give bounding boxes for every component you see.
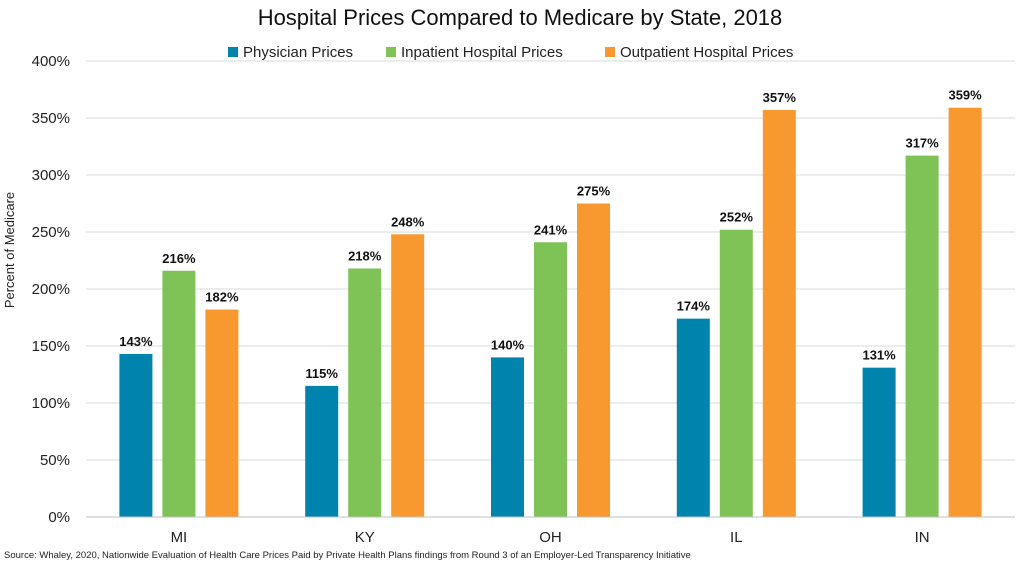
x-category-label: MI bbox=[171, 529, 188, 546]
data-label: 359% bbox=[948, 88, 982, 103]
bar-oh-physician bbox=[491, 357, 524, 517]
data-label: 357% bbox=[763, 90, 797, 105]
bar-oh-inpatient bbox=[534, 242, 567, 517]
legend: Physician Prices Inpatient Hospital Price… bbox=[228, 44, 793, 61]
y-tick-label: 50% bbox=[40, 452, 70, 469]
bar-il-outpatient bbox=[762, 110, 796, 518]
data-label: 143% bbox=[119, 334, 153, 349]
source-note: Source: Whaley, 2020, Nationwide Evaluat… bbox=[4, 550, 691, 561]
y-tick-label: 250% bbox=[32, 224, 70, 241]
bar-ky-physician bbox=[305, 385, 339, 517]
x-category-label: IL bbox=[730, 529, 743, 546]
data-label: 218% bbox=[348, 248, 382, 263]
bar-ky-outpatient bbox=[391, 234, 425, 517]
bar-mi-physician bbox=[119, 353, 153, 517]
data-label: 216% bbox=[162, 251, 196, 266]
bar-in-physician bbox=[862, 367, 896, 517]
x-axis-categories: MI KY OH IL IN bbox=[171, 529, 930, 546]
data-label: 174% bbox=[677, 299, 711, 314]
bars bbox=[119, 107, 982, 518]
data-labels: 143% 216% 182% 115% 218% 248% 140% 241% 275% 174%… bbox=[119, 88, 982, 381]
y-tick-label: 150% bbox=[32, 338, 70, 355]
bar-in-inpatient bbox=[905, 155, 939, 517]
y-tick-label: 200% bbox=[32, 281, 70, 298]
chart-title: Hospital Prices Compared to Medicare by … bbox=[258, 5, 783, 30]
legend-swatch bbox=[228, 47, 238, 57]
data-label: 131% bbox=[862, 348, 896, 363]
legend-label: Outpatient Hospital Prices bbox=[620, 44, 793, 61]
bar-il-inpatient bbox=[719, 229, 753, 517]
bar-mi-inpatient bbox=[162, 270, 196, 517]
bar-in-outpatient bbox=[948, 107, 982, 518]
y-axis-label: Percent of Medicare bbox=[2, 192, 17, 308]
y-tick-label: 400% bbox=[32, 53, 70, 70]
data-label: 317% bbox=[905, 136, 939, 151]
data-label: 140% bbox=[491, 337, 525, 352]
x-category-label: IN bbox=[915, 529, 930, 546]
legend-swatch bbox=[386, 47, 396, 57]
bar-oh-outpatient bbox=[577, 203, 610, 517]
x-category-label: OH bbox=[539, 529, 562, 546]
y-tick-label: 0% bbox=[48, 509, 70, 526]
data-label: 252% bbox=[720, 210, 754, 225]
y-tick-label: 100% bbox=[32, 395, 70, 412]
legend-label: Physician Prices bbox=[243, 44, 353, 61]
y-tick-label: 300% bbox=[32, 167, 70, 184]
bar-mi-outpatient bbox=[205, 309, 239, 517]
legend-swatch bbox=[605, 47, 615, 57]
chart: Hospital Prices Compared to Medicare by … bbox=[2, 5, 1015, 546]
data-label: 115% bbox=[305, 366, 338, 381]
bar-il-physician bbox=[676, 318, 710, 517]
y-tick-label: 350% bbox=[32, 110, 70, 127]
data-label: 275% bbox=[577, 184, 611, 199]
bar-ky-inpatient bbox=[348, 268, 382, 517]
data-label: 182% bbox=[205, 290, 239, 305]
data-label: 248% bbox=[391, 214, 425, 229]
y-axis-ticks: 0% 50% 100% 150% 200% 250% 300% 350% 400% bbox=[32, 53, 70, 526]
data-label: 241% bbox=[534, 222, 568, 237]
legend-label: Inpatient Hospital Prices bbox=[401, 44, 563, 61]
x-category-label: KY bbox=[355, 529, 375, 546]
